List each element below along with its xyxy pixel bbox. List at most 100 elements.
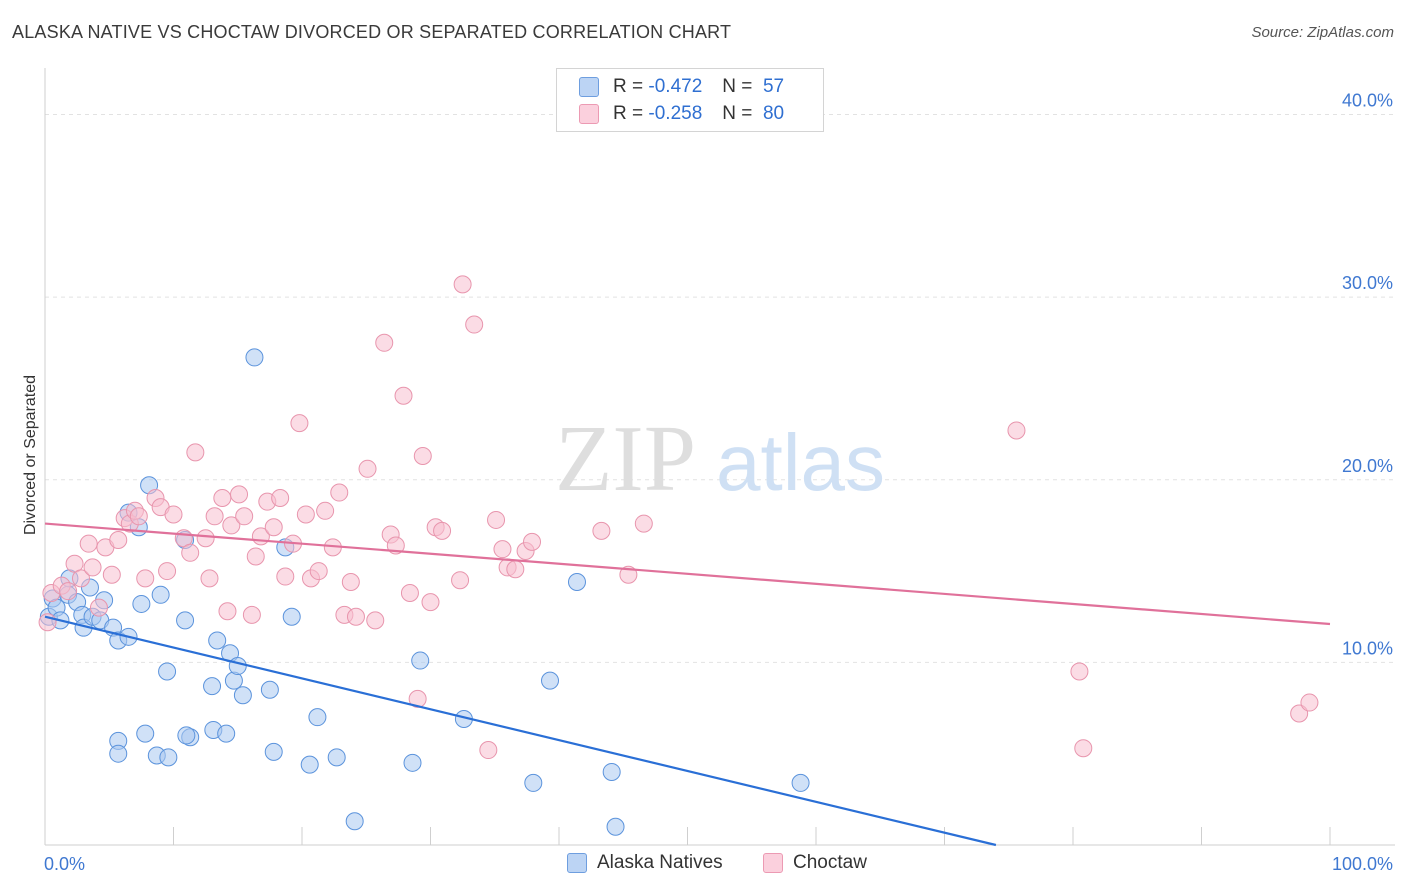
choctaw-point	[89, 598, 108, 617]
choctaw-point	[136, 569, 155, 588]
watermark-zip: ZIP	[555, 407, 696, 511]
y-tick-label: 10.0%	[1342, 638, 1393, 658]
choctaw-point	[592, 521, 611, 540]
series-legend-choctaw: Choctaw	[763, 852, 867, 874]
choctaw-point	[235, 507, 254, 526]
choctaw-point	[164, 505, 183, 524]
series-legend: Alaska Natives Choctaw	[0, 852, 1406, 876]
choctaw-point	[181, 543, 200, 562]
choctaw-point	[506, 560, 525, 579]
source-label: Source: ZipAtlas.com	[1251, 24, 1394, 41]
choctaw-point	[330, 483, 349, 502]
choctaw-point	[158, 562, 177, 581]
choctaw-point	[1007, 421, 1026, 440]
alaska-natives-point	[264, 742, 283, 761]
alaska-natives-point	[245, 348, 264, 367]
choctaw-point	[200, 569, 219, 588]
legend-n-label: N =	[722, 103, 753, 124]
series-legend-label: Alaska Natives	[597, 852, 723, 873]
y-tick-label: 30.0%	[1342, 273, 1393, 293]
legend-r-label: R =	[613, 103, 644, 124]
alaska-natives-point	[282, 607, 301, 626]
alaska-natives-point	[602, 762, 621, 781]
choctaw-point	[316, 501, 335, 520]
choctaw-point	[358, 459, 377, 478]
alaska-natives-point	[606, 817, 625, 836]
choctaw-point	[523, 532, 542, 551]
alaska-natives-point	[345, 812, 364, 831]
choctaw-point	[230, 485, 249, 504]
choctaw-point	[1074, 739, 1093, 758]
alaska-natives-point	[524, 773, 543, 792]
choctaw-point	[83, 558, 102, 577]
choctaw-point	[109, 531, 128, 550]
series-swatch-pink	[763, 853, 783, 873]
choctaw-point	[451, 571, 470, 590]
watermark: ZIP atlas	[555, 407, 885, 511]
choctaw-point	[634, 514, 653, 533]
legend-swatch-blue	[579, 77, 599, 97]
y-tick-label: 40.0%	[1342, 91, 1393, 111]
alaska-natives-point	[177, 726, 196, 745]
alaska-natives-point	[567, 573, 586, 592]
choctaw-point	[433, 521, 452, 540]
choctaw-point	[408, 689, 427, 708]
choctaw-point	[341, 573, 360, 592]
alaska-natives-point	[151, 585, 170, 604]
choctaw-point	[59, 582, 78, 601]
alaska-natives-point	[791, 773, 810, 792]
choctaw-point	[213, 489, 232, 508]
choctaw-point	[222, 516, 241, 535]
choctaw-point	[246, 547, 265, 566]
choctaw-point	[271, 489, 290, 508]
alaska-natives-point	[159, 748, 178, 767]
alaska-natives-point	[132, 594, 151, 613]
choctaw-point	[218, 602, 237, 621]
choctaw-point	[479, 741, 498, 760]
alaska-natives-point	[327, 748, 346, 767]
choctaw-point	[205, 507, 224, 526]
alaska-natives-point	[158, 662, 177, 681]
choctaw-point	[1290, 704, 1309, 723]
watermark-atlas: atlas	[716, 418, 885, 507]
alaska-natives-point	[136, 724, 155, 743]
alaska-natives-point	[228, 657, 247, 676]
legend-r-value: -0.472	[648, 76, 703, 97]
data-points	[38, 275, 1319, 836]
alaska-natives-point	[541, 671, 560, 690]
alaska-natives-point	[109, 744, 128, 763]
legend-swatch-pink	[579, 104, 599, 124]
choctaw-point	[394, 386, 413, 405]
choctaw-point	[296, 505, 315, 524]
alaska-natives-point	[411, 651, 430, 670]
choctaw-point	[366, 611, 385, 630]
alaska-natives-point	[176, 611, 195, 630]
choctaw-point	[493, 540, 512, 559]
legend-n-label: N =	[722, 76, 753, 97]
alaska-natives-point	[300, 755, 319, 774]
choctaw-point	[102, 565, 121, 584]
choctaw-point	[1070, 662, 1089, 681]
alaska-natives-trend-line	[44, 615, 997, 847]
choctaw-point	[264, 518, 283, 537]
series-legend-alaska-natives: Alaska Natives	[567, 852, 723, 874]
choctaw-point	[487, 510, 506, 529]
choctaw-point	[465, 315, 484, 334]
choctaw-point	[400, 583, 419, 602]
choctaw-point	[196, 529, 215, 548]
choctaw-point	[421, 593, 440, 612]
legend-n-value: 57	[762, 76, 785, 97]
choctaw-point	[79, 534, 98, 553]
alaska-natives-point	[308, 708, 327, 727]
choctaw-point	[242, 605, 261, 624]
choctaw-point	[129, 507, 148, 526]
alaska-natives-point	[233, 686, 252, 705]
y-axis-label: Divorced or Separated	[22, 375, 39, 535]
trend-lines	[44, 522, 1331, 847]
y-tick-label: 20.0%	[1342, 456, 1393, 476]
series-swatch-blue	[567, 853, 587, 873]
alaska-natives-point	[208, 631, 227, 650]
legend-row-choctaw: R = -0.258 N = 80	[579, 102, 784, 126]
legend-n-value: 80	[762, 103, 785, 124]
